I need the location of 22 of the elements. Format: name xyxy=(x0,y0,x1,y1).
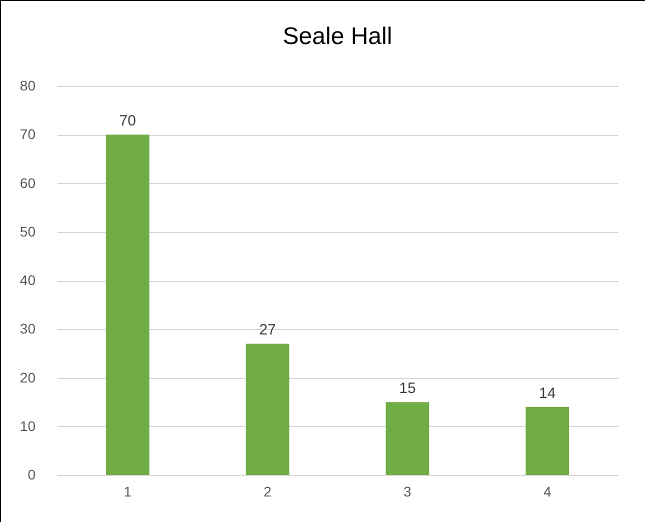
bar xyxy=(386,402,430,475)
y-tick-label: 60 xyxy=(20,174,36,191)
x-tick-label: 4 xyxy=(543,484,552,500)
data-label: 70 xyxy=(119,112,136,130)
data-label: 27 xyxy=(259,322,276,339)
y-tick-label: 0 xyxy=(28,466,36,482)
x-tick-label: 2 xyxy=(264,484,272,500)
chart-title: Seale Hall xyxy=(282,23,392,50)
y-tick-label: 30 xyxy=(20,320,36,337)
y-tick-label: 10 xyxy=(20,418,36,434)
y-tick-label: 80 xyxy=(20,78,36,94)
y-tick-label: 70 xyxy=(20,126,36,142)
bar xyxy=(526,406,570,475)
bar xyxy=(106,134,150,475)
y-tick-label: 20 xyxy=(20,369,36,386)
data-label: 15 xyxy=(399,380,416,398)
y-tick-label: 50 xyxy=(20,223,36,240)
data-label: 14 xyxy=(539,384,556,402)
x-tick-label: 3 xyxy=(404,484,412,500)
y-tick-label: 40 xyxy=(20,272,36,288)
x-tick-label: 1 xyxy=(124,484,132,500)
bar xyxy=(246,344,290,475)
